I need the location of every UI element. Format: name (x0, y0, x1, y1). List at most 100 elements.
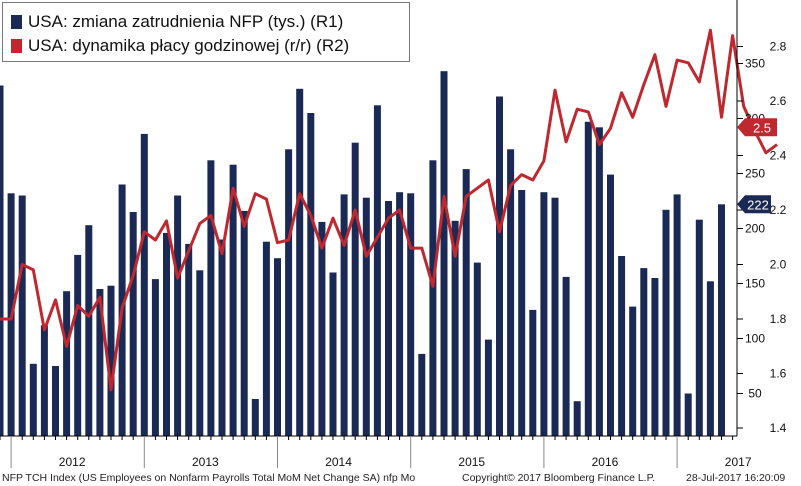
bar (695, 219, 703, 436)
bar (174, 195, 182, 436)
bar (507, 149, 515, 437)
bar (296, 88, 304, 437)
bar (462, 169, 470, 436)
bar (163, 232, 170, 436)
legend-label-nfp: USA: zmiana zatrudnienia NFP (tys.) (R1) (28, 12, 344, 31)
bar (451, 220, 459, 436)
r1-tick-label: 50 (748, 387, 762, 401)
bar (129, 212, 137, 436)
bar (285, 149, 293, 437)
bar (496, 96, 503, 436)
line-series (0, 28, 778, 392)
bar (385, 201, 392, 436)
x-tick-label: 2013 (192, 455, 219, 469)
bar (429, 160, 437, 437)
bar (196, 270, 204, 436)
r2-tick-label: 2.6 (770, 94, 787, 108)
bar (373, 105, 381, 437)
bar (362, 197, 370, 436)
bar (274, 258, 281, 436)
bar (52, 366, 59, 436)
bar (351, 142, 359, 436)
bar (529, 309, 537, 436)
bar (473, 262, 481, 436)
footer-source: NFP TCH Index (US Employees on Nonfarm P… (2, 472, 416, 484)
last-value-tags: 2.5 222 (737, 118, 777, 214)
r2-tick-label: 1.8 (770, 312, 787, 326)
bar (29, 363, 37, 436)
bar (662, 209, 670, 436)
footer: NFP TCH Index (US Employees on Nonfarm P… (0, 468, 801, 486)
r2-value-tag (737, 118, 777, 137)
legend-swatch-line (11, 39, 22, 53)
bar (307, 113, 315, 436)
bar (207, 160, 215, 437)
bar (673, 194, 681, 436)
bar-series (0, 71, 725, 437)
bar (329, 272, 337, 436)
bar (684, 393, 692, 436)
bar (484, 339, 492, 436)
legend: USA: zmiana zatrudnienia NFP (tys.) (R1)… (2, 2, 410, 62)
r1-tick-label: 350 (745, 57, 765, 71)
r2-tick-label: 2.4 (770, 149, 787, 163)
bar (185, 243, 193, 436)
bar (396, 192, 404, 436)
x-axis: 2012 2013 2014 2015 2016 2017 (0, 435, 752, 469)
r1-value-tag-label: 222 (747, 197, 769, 212)
bar (151, 279, 159, 436)
bar (651, 278, 659, 436)
bar (562, 276, 570, 436)
bar (85, 225, 93, 436)
bar (140, 133, 148, 436)
bar (340, 194, 348, 436)
wage-growth-line (0, 28, 778, 392)
bar (540, 192, 548, 436)
bar (618, 256, 626, 436)
r2-tick-label: 2.2 (770, 203, 787, 217)
bar (418, 353, 426, 436)
bar (229, 164, 237, 436)
x-tick-label: 2017 (725, 455, 752, 469)
x-tick-label: 2014 (325, 455, 352, 469)
bar (40, 325, 48, 436)
bar (407, 193, 415, 436)
r1-value-tag (737, 195, 771, 214)
x-tick-label: 2015 (458, 455, 485, 469)
x-tick-label: 2016 (592, 455, 619, 469)
r2-value-tag-label: 2.5 (753, 120, 771, 135)
bar (640, 268, 648, 436)
r1-tick-label: 200 (745, 222, 765, 236)
legend-item-wages: USA: dynamika płacy godzinowej (r/r) (R2… (11, 35, 349, 57)
bar (595, 127, 603, 437)
footer-date: 28-Jul-2017 16:20:09 (686, 472, 786, 484)
legend-item-nfp: USA: zmiana zatrudnienia NFP (tys.) (R1) (11, 11, 343, 33)
footer-copyright: Copyright© 2017 Bloomberg Finance L.P. (462, 472, 656, 484)
legend-label-wages: USA: dynamika płacy godzinowej (r/r) (R2… (28, 36, 350, 55)
bar (607, 174, 614, 436)
bar (251, 399, 259, 436)
bar (218, 239, 226, 436)
bar (107, 285, 115, 436)
bar (706, 281, 714, 436)
bar (584, 121, 592, 437)
bar (518, 190, 526, 436)
bar (718, 204, 725, 436)
bar (318, 221, 326, 436)
bar (18, 195, 26, 436)
r2-tick-label: 1.4 (770, 421, 787, 435)
x-tick-label: 2012 (59, 455, 86, 469)
bar (440, 71, 448, 436)
bar (262, 241, 270, 436)
legend-swatch-bar (11, 15, 22, 29)
bar (573, 401, 581, 436)
bar (96, 289, 104, 436)
r1-tick-label: 100 (745, 332, 765, 346)
r2-tick-label: 2.8 (770, 40, 787, 54)
bar (74, 254, 82, 436)
r2-tick-label: 2.0 (770, 258, 787, 272)
r1-tick-label: 250 (745, 167, 765, 181)
r1-tick-label: 150 (745, 277, 765, 291)
bar (629, 306, 637, 436)
